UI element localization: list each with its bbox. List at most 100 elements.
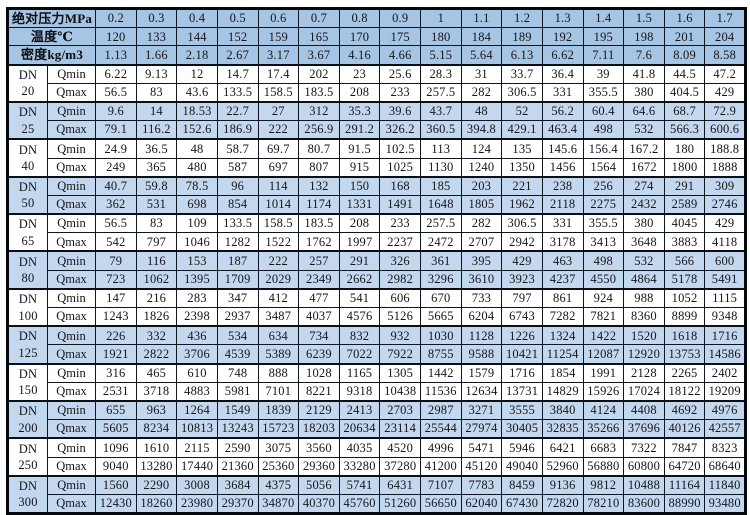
qmax-value-cell: 531 [135, 194, 178, 215]
qmax-value-cell: 13753 [663, 344, 706, 365]
qmax-value-cell: 13280 [135, 456, 178, 477]
qmax-value-cell: 1805 [460, 194, 503, 215]
header-value-cell: 3.17 [257, 45, 300, 66]
qmin-value-cell: 150 [338, 175, 381, 196]
qmin-value-cell: 2265 [663, 362, 706, 383]
qmin-value-cell: 1128 [460, 325, 503, 346]
qmin-value-cell: 7847 [663, 437, 706, 458]
qmin-value-cell: 1052 [663, 287, 706, 308]
qmin-value-cell: 1716 [501, 362, 543, 383]
qmax-value-cell: 37696 [623, 419, 665, 439]
qmax-value-cell: 3923 [501, 269, 543, 290]
qmax-value-cell: 1709 [216, 269, 259, 290]
qmax-value-cell: 60800 [623, 456, 665, 477]
header-value-cell: 1.13 [95, 45, 137, 66]
qmin-value-cell: 183.5 [298, 213, 340, 234]
header-value-cell: 8.58 [704, 45, 746, 66]
qmin-value-cell: 3008 [176, 474, 218, 495]
qmin-value-cell: 27 [257, 100, 300, 122]
qmax-value-cell: 797 [135, 232, 178, 252]
qmax-row-label: Qmax [47, 120, 96, 140]
qmax-value-cell: 67430 [501, 493, 543, 515]
qmin-value-cell: 477 [298, 287, 340, 308]
qmin-value-cell: 180 [663, 138, 706, 159]
qmin-value-cell: 18.53 [176, 100, 218, 122]
dn-size-label: DN 200 [7, 399, 48, 439]
qmin-value-cell: 124 [460, 138, 503, 159]
qmin-value-cell: 31 [460, 63, 503, 84]
qmax-value-cell: 2707 [460, 232, 503, 252]
qmax-value-cell: 5981 [216, 381, 259, 402]
qmax-value-cell: 2472 [420, 232, 462, 252]
qmax-value-cell: 1062 [135, 269, 178, 290]
qmin-value-cell: 1028 [298, 362, 340, 383]
qmin-value-cell: 1422 [582, 325, 625, 346]
qmax-value-cell: 68640 [704, 456, 746, 477]
qmin-value-cell: 3555 [501, 399, 543, 421]
qmin-value-cell: 534 [216, 325, 259, 346]
qmin-row: DN 50 Qmin 40.7 59.8 78.5 96 114 132 150 168 185 203… [7, 175, 746, 215]
qmin-value-cell: 326 [379, 250, 421, 271]
qmin-value-cell: 72.9 [704, 100, 746, 122]
qmax-value-cell: 1648 [420, 194, 462, 215]
qmin-value-cell: 257 [298, 250, 340, 271]
qmin-value-cell: 79 [95, 250, 137, 271]
header-row: 温度℃ 120 133 144 152 159 165 170 175 180 184 189 192 1… [7, 27, 746, 47]
qmax-value-cell: 7821 [582, 307, 625, 327]
qmin-value-cell: 6421 [541, 437, 584, 458]
qmin-value-cell: 1560 [95, 474, 137, 495]
qmax-value-cell: 21360 [216, 456, 259, 477]
qmin-row: DN 20 Qmin 6.22 9.13 12 14.7 17.4 202 23 25.6 28.3 3… [7, 63, 746, 103]
qmax-value-cell: 282 [460, 82, 503, 103]
qmax-value-cell: 6743 [501, 307, 543, 327]
qmin-value-cell: 291 [338, 250, 381, 271]
qmin-value-cell: 2987 [420, 399, 462, 421]
qmin-value-cell: 312 [298, 100, 340, 122]
qmin-value-cell: 1716 [704, 325, 746, 346]
qmax-row-label: Qmax [47, 344, 96, 365]
qmax-value-cell: 1046 [176, 232, 218, 252]
qmax-value-cell: 8899 [663, 307, 706, 327]
qmax-row-label: Qmax [47, 307, 96, 327]
header-value-cell: 152 [216, 27, 259, 47]
header-value-cell: 1.2 [501, 7, 543, 29]
qmin-value-cell: 4996 [420, 437, 462, 458]
qmin-value-cell: 48 [460, 100, 503, 122]
dn-size-label: DN 50 [7, 175, 48, 215]
qmin-value-cell: 634 [257, 325, 300, 346]
qmin-value-cell: 1226 [501, 325, 543, 346]
header-value-cell: 6.62 [541, 45, 584, 66]
qmin-value-cell: 1115 [704, 287, 746, 308]
qmax-row: Qmax 249 365 480 587 697 807 915 1025 1130 1240 135… [8, 157, 746, 178]
qmax-value-cell: 2982 [379, 269, 421, 290]
qmin-value-cell: 4124 [582, 399, 625, 421]
qmax-value-cell: 1025 [379, 157, 421, 178]
qmax-value-cell: 11536 [420, 381, 462, 402]
qmin-value-cell: 96 [216, 175, 259, 196]
qmin-value-cell: 233 [379, 213, 421, 234]
qmax-row-label: Qmax [47, 456, 96, 477]
qmax-value-cell: 5126 [379, 307, 421, 327]
qmax-value-cell: 208 [338, 82, 381, 103]
qmax-row: Qmax 9040 13280 17440 21360 25360 29360 33280 37… [8, 456, 746, 477]
qmax-value-cell: 56.5 [95, 82, 137, 103]
header-value-cell: 1.4 [582, 7, 625, 29]
qmax-value-cell: 4118 [704, 232, 746, 252]
qmin-value-cell: 498 [582, 250, 625, 271]
qmax-row-label: Qmax [47, 82, 96, 103]
qmax-value-cell: 20634 [338, 419, 381, 439]
qmin-value-cell: 64.6 [623, 100, 665, 122]
header-value-cell: 8.09 [663, 45, 706, 66]
qmin-value-cell: 43.7 [420, 100, 462, 122]
qmax-value-cell: 45760 [338, 493, 381, 515]
qmax-value-cell: 306.5 [501, 82, 543, 103]
qmin-value-cell: 888 [257, 362, 300, 383]
qmin-value-cell: 566 [663, 250, 706, 271]
header-value-cell: 192 [541, 27, 584, 47]
qmax-value-cell: 429.1 [501, 120, 543, 140]
qmin-row: DN 125 Qmin 226 332 436 534 634 734 832 932 1030 112… [7, 325, 746, 365]
qmax-value-cell: 4883 [176, 381, 218, 402]
qmin-value-cell: 158.5 [257, 213, 300, 234]
qmax-value-cell: 9318 [338, 381, 381, 402]
qmax-value-cell: 532 [623, 120, 665, 140]
